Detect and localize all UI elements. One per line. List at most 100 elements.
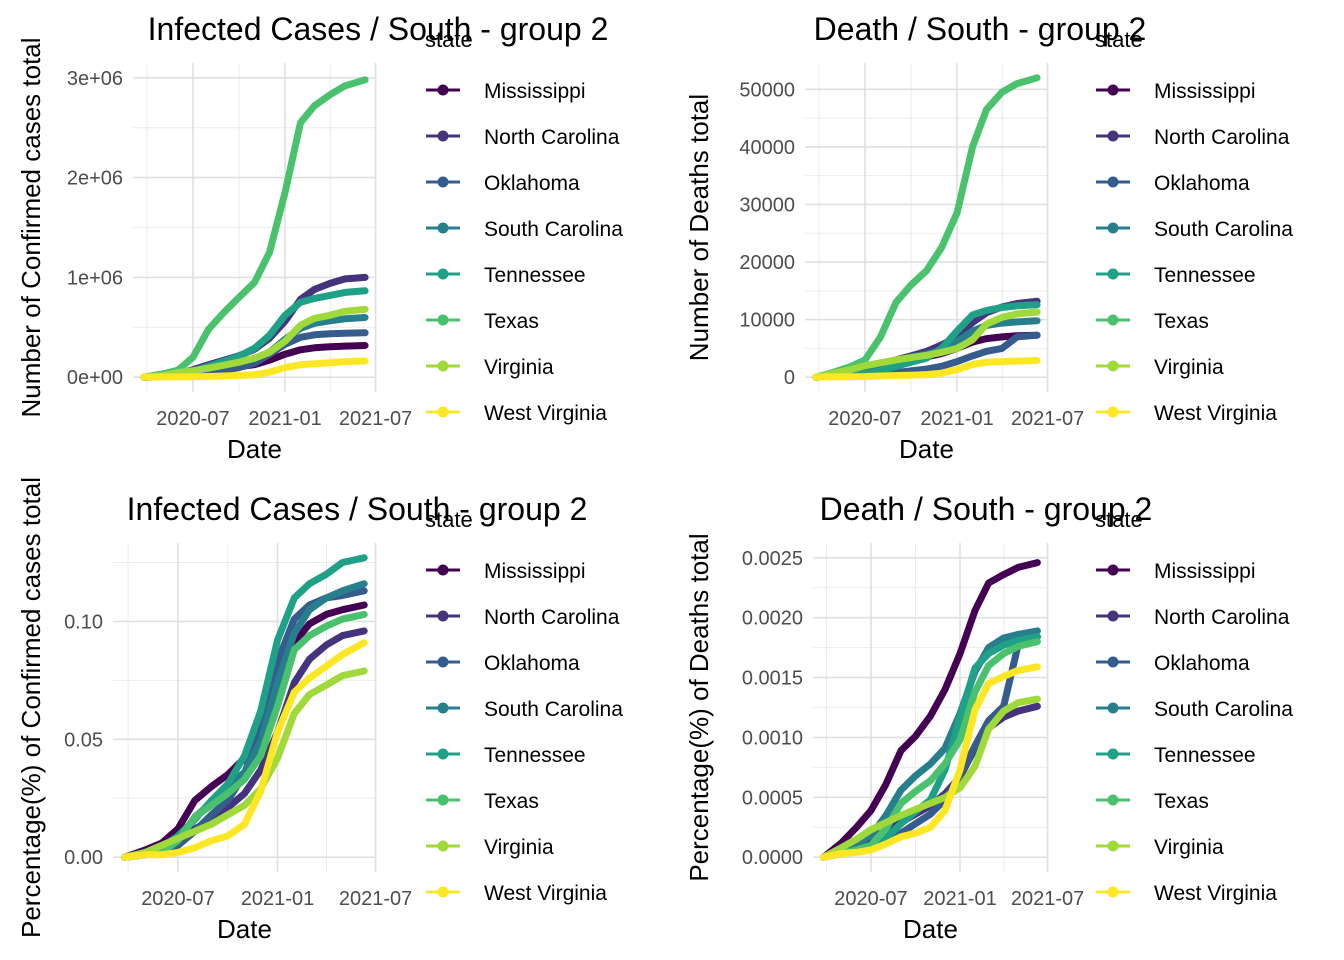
legend-key-point xyxy=(437,840,449,852)
legend-label: Virginia xyxy=(484,836,554,859)
x-axis-label: Date xyxy=(217,914,272,944)
y-tick-label: 2e+06 xyxy=(67,168,123,190)
y-tick-label: 0.0020 xyxy=(742,608,803,630)
legend-label: South Carolina xyxy=(1154,218,1293,241)
x-axis-label: Date xyxy=(227,434,282,464)
legend-key-point xyxy=(1107,840,1119,852)
y-tick-label: 30000 xyxy=(739,194,795,216)
legend-title: state xyxy=(425,507,473,532)
legend-label: Oklahoma xyxy=(1154,172,1250,195)
legend-key-point xyxy=(1107,702,1119,714)
chart-title: Infected Cases / South - group 2 xyxy=(148,11,609,47)
y-tick-label: 3e+06 xyxy=(67,68,123,90)
x-tick-label: 2020-07 xyxy=(828,408,901,430)
series-line-texas xyxy=(812,74,1041,381)
series-line-texas xyxy=(121,610,368,861)
legend-label: Tennessee xyxy=(1154,744,1256,767)
series-line-texas xyxy=(140,76,369,381)
series-group xyxy=(812,74,1041,381)
legend-title: state xyxy=(1095,507,1143,532)
series-line-virginia xyxy=(812,308,1041,381)
legend-key-point xyxy=(1107,886,1119,898)
chart-panel-2: 0 10000 20000 30000 40000 50000 2020-07 2021-01… xyxy=(684,11,1293,464)
y-tick-label: 40000 xyxy=(739,137,795,159)
y-tick-label: 1e+06 xyxy=(67,267,123,289)
legend-key-point xyxy=(437,702,449,714)
legend-label: North Carolina xyxy=(1154,126,1290,149)
legend-label: Tennessee xyxy=(1154,264,1256,287)
legend-label: West Virginia xyxy=(1154,882,1277,905)
legend-label: Mississippi xyxy=(484,80,586,103)
legend-label: Mississippi xyxy=(1154,80,1256,103)
legend-key-point xyxy=(437,656,449,668)
legend-label: Texas xyxy=(484,790,539,813)
legend-key-point xyxy=(437,314,449,326)
series-line-west-virginia xyxy=(140,357,369,381)
legend-key-point xyxy=(437,406,449,418)
y-axis-label: Number of Confirmed cases total xyxy=(16,37,46,417)
y-tick-label: 0.10 xyxy=(64,611,103,633)
y-axis-label: Percentage(%) of Deaths total xyxy=(684,533,714,881)
legend-label: Texas xyxy=(484,310,539,333)
legend-key-point xyxy=(1107,222,1119,234)
legend-label: Virginia xyxy=(1154,836,1224,859)
x-axis-label: Date xyxy=(903,914,958,944)
series-line-virginia xyxy=(140,305,369,381)
legend-key-point xyxy=(437,130,449,142)
legend-label: Virginia xyxy=(484,356,554,379)
y-tick-label: 0.0025 xyxy=(742,548,803,570)
x-axis-label: Date xyxy=(899,434,954,464)
x-tick-label: 2021-07 xyxy=(1011,408,1084,430)
legend-label: Texas xyxy=(1154,310,1209,333)
series-group xyxy=(820,559,1041,861)
x-tick-label: 2021-01 xyxy=(241,888,314,910)
legend-key-point xyxy=(1107,84,1119,96)
legend-label: North Carolina xyxy=(1154,606,1290,629)
legend-key-point xyxy=(1107,748,1119,760)
x-tick-label: 2021-01 xyxy=(920,408,993,430)
legend-label: Oklahoma xyxy=(1154,652,1250,675)
legend-key-point xyxy=(1107,268,1119,280)
y-axis-label: Percentage(%) of Confirmed cases total xyxy=(16,477,46,938)
y-tick-label: 0.00 xyxy=(64,847,103,869)
legend-label: Mississippi xyxy=(1154,560,1256,583)
y-tick-label: 0.0010 xyxy=(742,727,803,749)
x-tick-label: 2020-07 xyxy=(141,888,214,910)
legend-label: North Carolina xyxy=(484,126,620,149)
legend: state Mississippi North Carolina Oklahoma So… xyxy=(1095,27,1293,425)
y-tick-label: 0 xyxy=(784,367,795,389)
legend-key-point xyxy=(1107,176,1119,188)
legend-key-point xyxy=(1107,564,1119,576)
series-line-virginia xyxy=(121,667,368,861)
legend-key-point xyxy=(437,794,449,806)
y-tick-label: 0.0015 xyxy=(742,668,803,690)
chart-title: Death / South - group 2 xyxy=(820,491,1153,527)
chart-panel-3: 0.00 0.05 0.10 2020-07 2021-01 2021-07 Date Per… xyxy=(16,477,623,944)
y-tick-label: 20000 xyxy=(739,252,795,274)
legend-key-point xyxy=(1107,610,1119,622)
y-axis-label: Number of Deaths total xyxy=(684,94,714,361)
legend-label: South Carolina xyxy=(1154,698,1293,721)
x-tick-label: 2020-07 xyxy=(834,888,907,910)
series-line-tennessee xyxy=(121,554,368,861)
legend-label: Virginia xyxy=(1154,356,1224,379)
legend-key-point xyxy=(1107,360,1119,372)
y-tick-label: 0.0000 xyxy=(742,847,803,869)
legend-title: state xyxy=(425,27,473,52)
grid xyxy=(133,63,377,392)
x-tick-label: 2021-07 xyxy=(339,408,412,430)
legend-label: South Carolina xyxy=(484,698,623,721)
legend-label: Mississippi xyxy=(484,560,586,583)
legend-key-point xyxy=(437,886,449,898)
legend-label: Oklahoma xyxy=(484,172,580,195)
x-tick-label: 2020-07 xyxy=(156,408,229,430)
series-line-west-virginia xyxy=(812,357,1041,381)
legend: state Mississippi North Carolina Oklahoma So… xyxy=(425,27,623,425)
legend-label: West Virginia xyxy=(484,402,607,425)
x-tick-label: 2021-07 xyxy=(339,888,412,910)
legend-key-point xyxy=(1107,406,1119,418)
legend-key-point xyxy=(437,748,449,760)
legend-key-point xyxy=(437,610,449,622)
